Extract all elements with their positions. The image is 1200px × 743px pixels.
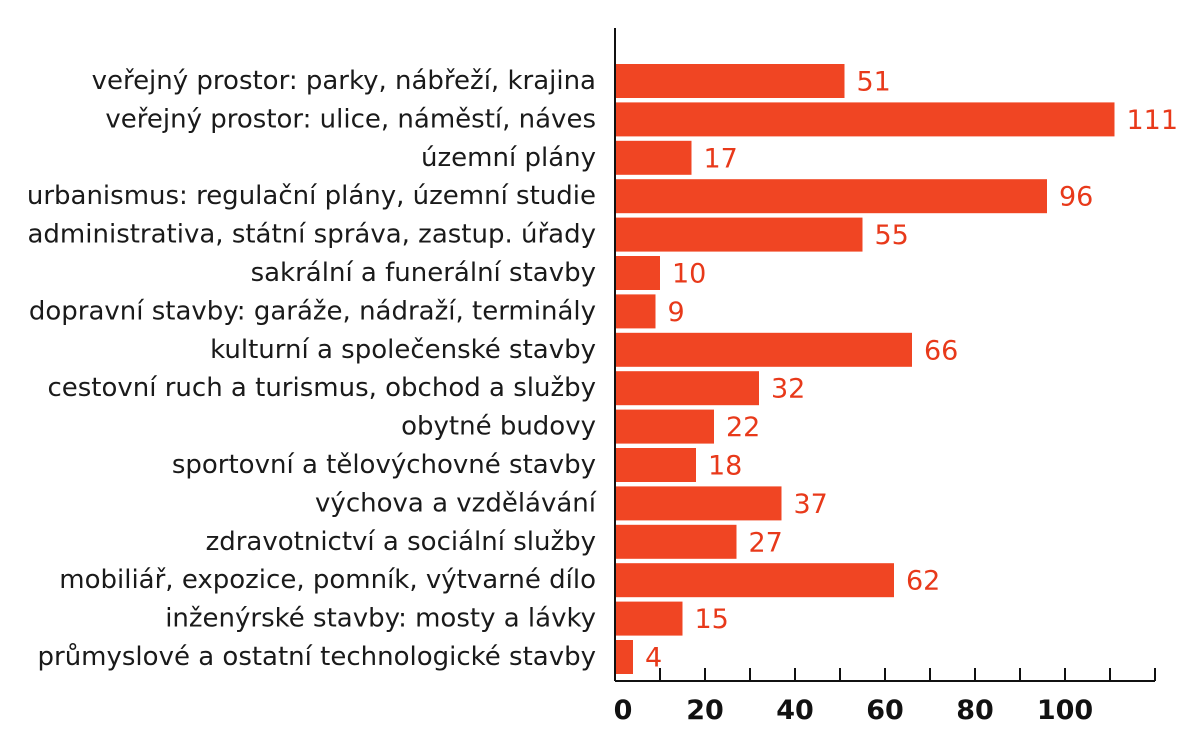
x-tick-label: 40 [776, 695, 814, 726]
category-label: inženýrské stavby: mosty a lávky [165, 604, 596, 634]
category-label: cestovní ruch a turismus, obchod a služb… [47, 373, 596, 403]
axes-group: 0 20 40 60 80 100 [614, 28, 1156, 726]
value-label: 55 [875, 220, 909, 251]
x-tick-label: 20 [686, 695, 724, 726]
value-label: 22 [726, 412, 760, 443]
value-label: 18 [708, 451, 742, 482]
value-label: 62 [906, 566, 940, 597]
value-labels-group: 51 111 17 96 55 10 9 66 32 22 18 37 27 62 15 4 [645, 67, 1178, 674]
bar [615, 332, 912, 367]
category-label: administrativa, státní správa, zastup. ú… [28, 220, 597, 250]
value-label: 9 [668, 297, 685, 328]
value-label: 10 [672, 259, 706, 290]
value-label: 17 [704, 143, 738, 174]
x-tick-label: 80 [956, 695, 994, 726]
value-label: 27 [749, 527, 783, 558]
category-label: veřejný prostor: ulice, náměstí, náves [105, 104, 596, 134]
value-label: 4 [645, 643, 662, 674]
bar [615, 217, 863, 252]
category-label: dopravní stavby: garáže, nádraží, termin… [29, 296, 596, 326]
category-label: územní plány [421, 143, 596, 173]
bar [615, 524, 737, 559]
x-tick-label: 0 [614, 695, 633, 726]
bar [615, 140, 692, 175]
bar [615, 640, 633, 674]
category-label: zdravotnictví a sociální služby [206, 527, 596, 557]
bar [615, 256, 660, 290]
value-label: 96 [1059, 182, 1093, 213]
value-label: 32 [771, 374, 805, 405]
value-label: 37 [794, 489, 828, 520]
bar [615, 563, 894, 598]
category-label: průmyslové a ostatní technologické stavb… [38, 642, 597, 672]
value-label: 111 [1127, 105, 1179, 136]
category-labels-group: veřejný prostor: parky, nábřeží, krajina… [27, 66, 597, 672]
bar [615, 601, 683, 636]
category-label: mobiliář, expozice, pomník, výtvarné díl… [59, 565, 596, 595]
bar [615, 102, 1115, 137]
category-label: kulturní a společenské stavby [210, 335, 596, 365]
bars-group [615, 64, 1115, 674]
x-tick-label: 60 [866, 695, 904, 726]
category-label: sportovní a tělovýchovné stavby [172, 450, 596, 480]
bar [615, 294, 656, 329]
bar [615, 64, 845, 98]
category-label: sakrální a funerální stavby [251, 258, 596, 288]
category-label: obytné budovy [401, 412, 596, 442]
value-label: 15 [695, 604, 729, 635]
bar [615, 409, 714, 444]
category-label: urbanismus: regulační plány, územní stud… [27, 181, 596, 211]
bar [615, 371, 759, 406]
category-label: výchova a vzdělávání [315, 488, 597, 518]
bar [615, 486, 782, 521]
bar [615, 448, 696, 482]
value-label: 66 [924, 335, 958, 366]
value-label: 51 [857, 67, 891, 98]
category-label: veřejný prostor: parky, nábřeží, krajina [92, 66, 596, 96]
x-tick-label: 100 [1037, 695, 1093, 726]
bar [615, 179, 1047, 214]
